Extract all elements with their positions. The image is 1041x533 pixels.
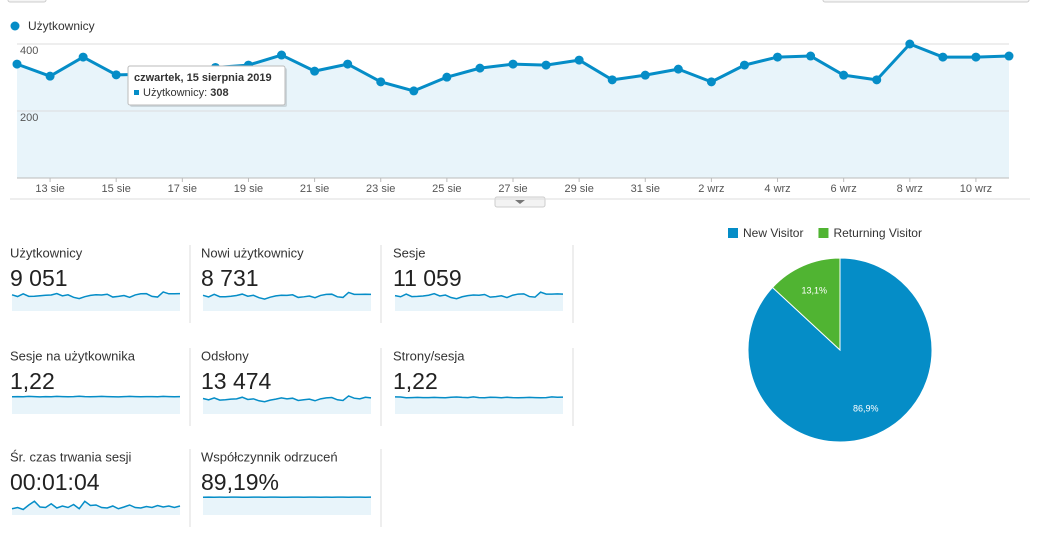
x-tick-label: 27 sie <box>498 183 527 195</box>
x-tick-label: 6 wrz <box>831 183 857 195</box>
tooltip-value: 308 <box>210 87 228 99</box>
legend-swatch <box>818 228 829 238</box>
sparkline-area <box>12 291 180 311</box>
x-tick-label: 15 sie <box>102 183 131 195</box>
x-tick-label: 4 wrz <box>764 183 790 195</box>
legend-label: Returning Visitor <box>833 226 922 240</box>
point <box>905 39 915 49</box>
legend-marker <box>10 21 20 31</box>
metric-value: 8 731 <box>201 265 259 291</box>
tooltip-row: Użytkownicy: 308 <box>143 87 229 99</box>
sparkline-area <box>395 292 563 311</box>
sparkline <box>11 395 181 398</box>
x-tick-label: 17 sie <box>168 183 197 195</box>
metric-value: 11 059 <box>393 265 462 291</box>
y-tick-label: 400 <box>20 45 38 57</box>
point <box>574 55 584 65</box>
point <box>806 51 816 61</box>
point <box>277 50 287 60</box>
metric-label: Współczynnik odrzuceń <box>201 449 338 464</box>
metric-label: Użytkownicy <box>10 245 83 260</box>
metric-value: 1,22 <box>393 368 438 394</box>
tooltip-title: czwartek, 15 sierpnia 2019 <box>134 72 272 84</box>
pie-label: 13,1% <box>801 285 827 295</box>
tooltip: czwartek, 15 sierpnia 2019 Użytkownicy: 3… <box>127 65 287 107</box>
tooltip-label: Użytkownicy: <box>143 87 207 99</box>
x-tick-label: 31 sie <box>631 183 660 195</box>
point <box>706 77 716 87</box>
tooltip-box <box>127 65 286 106</box>
point <box>343 59 353 69</box>
metric-value: 00:01:04 <box>10 469 100 495</box>
metric-label: Sesje na użytkownika <box>10 348 136 363</box>
tooltip-swatch <box>134 90 139 95</box>
sparkline-area <box>395 396 563 414</box>
x-tick-label: 8 wrz <box>897 183 923 195</box>
pie-label: 86,9% <box>853 403 879 413</box>
sparkline-area <box>203 292 371 311</box>
point <box>872 75 882 85</box>
sparkline-area <box>203 497 371 515</box>
x-tick-label: 23 sie <box>366 183 395 195</box>
x-tick-label: 29 sie <box>564 183 593 195</box>
point <box>938 52 948 62</box>
metric-label: Nowi użytkownicy <box>201 245 304 260</box>
button[interactable] <box>7 0 47 3</box>
sparkline-area <box>12 396 180 414</box>
point <box>111 70 121 80</box>
point <box>376 77 386 87</box>
point <box>45 71 55 81</box>
point <box>1004 51 1014 61</box>
x-tick-label: 19 sie <box>234 183 263 195</box>
legend-swatch <box>728 228 738 238</box>
metric-value: 9 051 <box>10 265 68 291</box>
point <box>839 70 849 80</box>
button-group[interactable] <box>822 0 1030 3</box>
metric-label: Śr. czas trwania sesji <box>10 449 131 464</box>
sparkline <box>394 396 564 399</box>
sparkline <box>11 291 181 300</box>
point <box>12 59 22 69</box>
legend-label: Użytkownicy <box>28 19 95 33</box>
pie-slice <box>771 257 841 352</box>
metric-value: 13 474 <box>201 368 272 394</box>
metric-label: Strony/sesja <box>393 348 465 363</box>
point <box>541 60 551 70</box>
x-tick-label: 2 wrz <box>698 183 724 195</box>
expand-arrow <box>515 200 525 204</box>
sparkline <box>202 291 372 300</box>
point <box>739 60 749 70</box>
point <box>640 70 650 80</box>
point <box>409 86 419 96</box>
legend-label: New Visitor <box>743 226 803 240</box>
x-tick-label: 10 wrz <box>960 183 992 195</box>
metric-label: Sesje <box>393 245 426 260</box>
sparkline <box>394 291 564 300</box>
point <box>971 52 981 62</box>
point <box>442 72 452 82</box>
point <box>475 63 485 73</box>
x-tick-label: 21 sie <box>300 183 329 195</box>
sparkline <box>202 395 372 403</box>
sparkline-area <box>12 501 180 515</box>
point <box>673 64 683 74</box>
x-tick-label: 25 sie <box>432 183 461 195</box>
point <box>310 66 320 76</box>
metric-label: Odsłony <box>201 348 249 363</box>
x-tick-label: 13 sie <box>35 183 64 195</box>
point <box>508 59 518 69</box>
y-tick-label: 200 <box>20 112 38 124</box>
point <box>78 52 88 62</box>
metric-value: 89,19% <box>201 469 279 495</box>
point <box>773 52 783 62</box>
sparkline-area <box>203 395 371 414</box>
sparkline <box>11 500 181 511</box>
metric-value: 1,22 <box>10 368 55 394</box>
point <box>607 75 617 85</box>
